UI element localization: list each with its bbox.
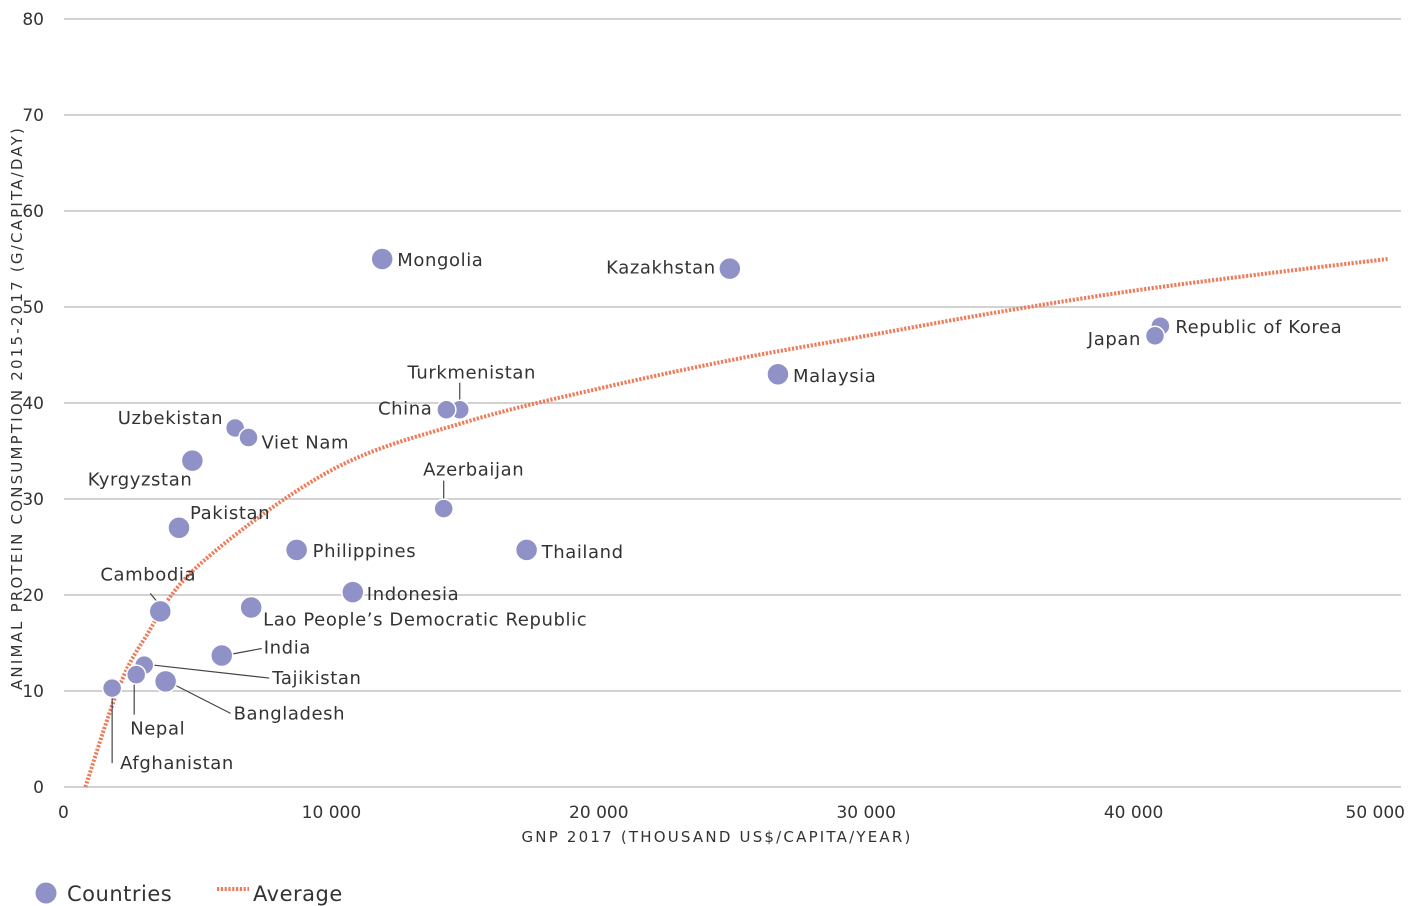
point-lao-people-s-democratic-republic — [239, 595, 263, 620]
y-tick-label: 50 — [22, 298, 44, 318]
point-azerbaijan — [433, 498, 454, 519]
leader-bangladesh — [173, 683, 231, 714]
label-indonesia: Indonesia — [367, 584, 459, 605]
point-mongolia — [370, 247, 394, 271]
x-tick-label: 30 000 — [836, 803, 895, 823]
point-pakistan — [167, 516, 191, 540]
label-pakistan: Pakistan — [190, 503, 270, 524]
point-nepal — [125, 664, 147, 685]
legend-countries-label: Countries — [67, 882, 172, 906]
label-republic-of-korea: Republic of Korea — [1175, 317, 1342, 338]
x-axis-label: GNP 2017 (THOUSAND US$/CAPITA/YEAR) — [521, 828, 912, 846]
x-axis-ticks: 0 10 000 20 000 30 000 40 000 50 000 — [58, 803, 1405, 823]
point-indonesia — [341, 580, 365, 604]
point-thailand — [514, 538, 539, 562]
point-viet-nam — [238, 427, 259, 448]
y-axis-label: ANIMAL PROTEIN CONSUMPTION 2015-2017 (G/… — [8, 126, 26, 690]
point-bangladesh — [153, 669, 178, 694]
label-thailand: Thailand — [541, 542, 624, 563]
point-afghanistan — [101, 677, 123, 699]
x-tick-label: 50 000 — [1346, 803, 1405, 823]
legend-average-label: Average — [253, 882, 343, 906]
point-philippines — [284, 538, 309, 562]
label-azerbaijan: Azerbaijan — [423, 460, 524, 481]
y-tick-label: 20 — [22, 586, 44, 606]
label-japan: Japan — [1087, 329, 1141, 350]
label-uzbekistan: Uzbekistan — [118, 408, 223, 429]
leader-tajikistan — [153, 664, 270, 679]
y-axis-ticks: 0 10 20 30 40 50 60 70 80 — [22, 10, 44, 798]
label-india: India — [264, 637, 311, 658]
point-kyrgyzstan — [180, 448, 205, 473]
point-kazakhstan — [718, 256, 742, 281]
point-japan — [1144, 325, 1166, 347]
y-tick-label: 70 — [22, 106, 44, 126]
point-malaysia — [766, 362, 790, 386]
label-lao-people-s-democratic-republic: Lao People’s Democratic Republic — [263, 609, 587, 630]
y-tick-label: 80 — [22, 10, 44, 30]
gridlines — [64, 18, 1401, 788]
label-tajikistan: Tajikistan — [271, 668, 361, 689]
country-points — [101, 247, 1171, 699]
point-china — [436, 399, 457, 420]
label-cambodia: Cambodia — [100, 564, 196, 585]
label-viet-nam: Viet Nam — [262, 433, 350, 454]
label-kyrgyzstan: Kyrgyzstan — [88, 470, 193, 491]
y-tick-label: 60 — [22, 202, 44, 222]
label-leaders — [111, 382, 461, 764]
label-malaysia: Malaysia — [793, 366, 876, 387]
x-tick-label: 10 000 — [302, 803, 361, 823]
y-tick-label: 40 — [22, 394, 44, 414]
label-bangladesh: Bangladesh — [234, 703, 346, 724]
label-philippines: Philippines — [313, 541, 417, 562]
label-mongolia: Mongolia — [397, 250, 483, 271]
x-tick-label: 0 — [58, 803, 69, 823]
label-afghanistan: Afghanistan — [120, 753, 234, 774]
y-tick-label: 0 — [33, 778, 44, 798]
x-tick-label: 20 000 — [569, 803, 628, 823]
label-turkmenistan: Turkmenistan — [406, 363, 536, 384]
label-china: China — [378, 399, 432, 420]
y-tick-label: 30 — [22, 490, 44, 510]
point-india — [210, 643, 234, 668]
point-cambodia — [148, 599, 173, 624]
label-kazakhstan: Kazakhstan — [606, 258, 716, 279]
legend: Countries Average — [35, 882, 343, 906]
legend-countries-marker — [35, 882, 57, 904]
x-tick-label: 40 000 — [1104, 803, 1163, 823]
y-tick-label: 10 — [22, 682, 44, 702]
country-labels: Mongolia Kazakhstan Republic of Korea Japan… — [88, 250, 1342, 774]
label-nepal: Nepal — [130, 719, 185, 740]
leader-india — [229, 647, 262, 656]
